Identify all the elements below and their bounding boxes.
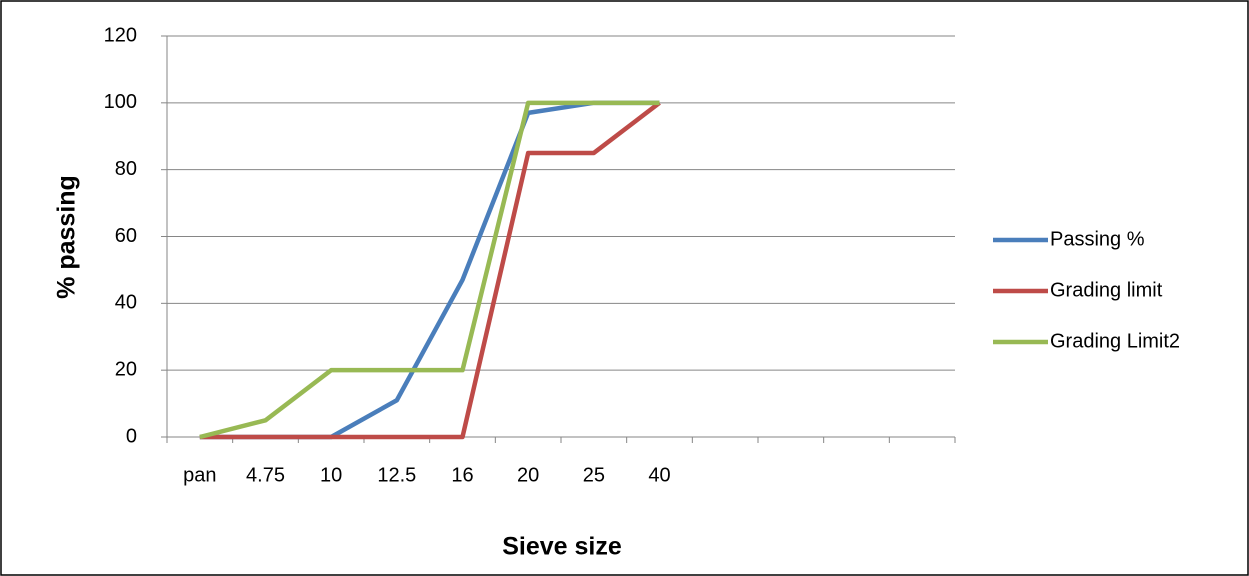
y-tick-label: 60 [115,225,137,247]
x-tick-label: 16 [451,464,473,486]
x-tick-label: 25 [583,464,605,486]
y-tick-label: 120 [104,24,137,46]
y-tick-label: 20 [115,358,137,380]
legend-label: Grading limit [1050,279,1163,301]
x-tick-label: 12.5 [377,464,416,486]
x-tick-label: 4.75 [246,464,285,486]
y-tick-label: 80 [115,158,137,180]
y-tick-label: 40 [115,292,137,314]
data-line [199,100,660,440]
legend-label: Passing % [1050,228,1145,250]
data-line [199,101,661,440]
x-tick-label: 10 [320,464,342,486]
x-axis-title: Sieve size [502,533,622,561]
legend-label: Grading Limit2 [1050,330,1180,352]
x-tick-label: pan [183,464,216,486]
x-tick-label: 40 [648,464,670,486]
y-axis-title: % passing [53,175,81,299]
y-tick-label: 0 [126,425,137,447]
y-tick-label: 100 [104,91,137,113]
x-tick-label: 20 [517,464,539,486]
